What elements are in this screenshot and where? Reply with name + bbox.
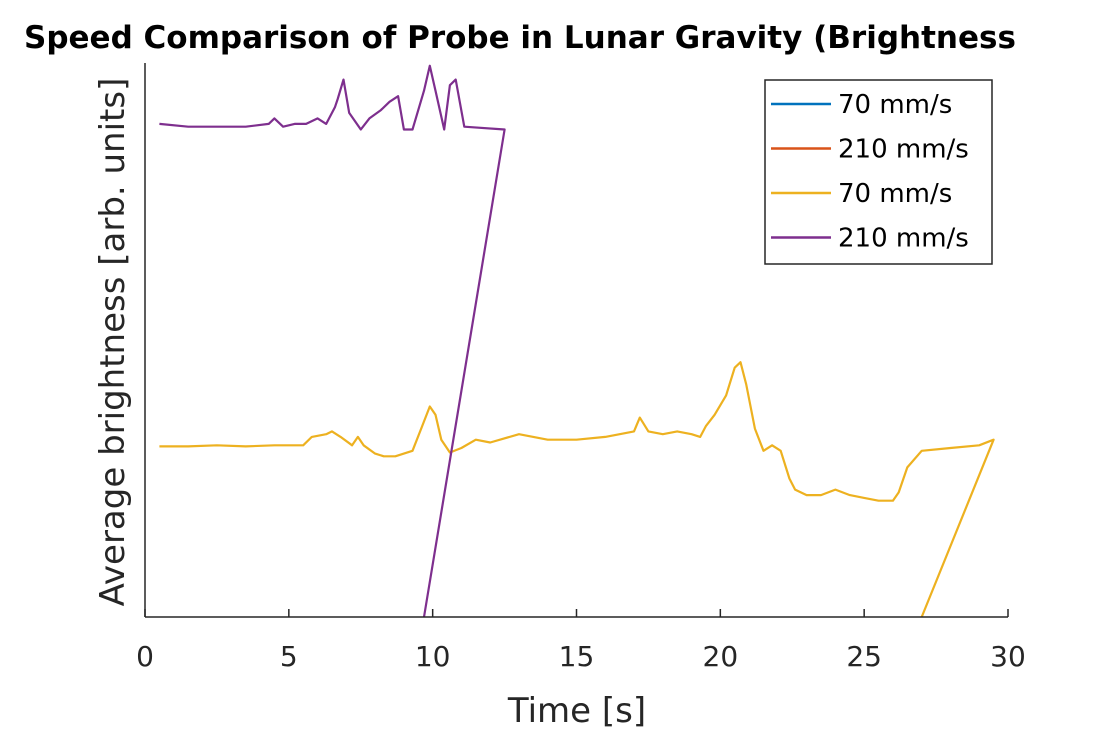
legend-label: 70 mm/s [838, 179, 952, 209]
series-line-3 [159, 361, 995, 618]
x-tick-label: 10 [415, 640, 451, 673]
x-tick-label: 0 [136, 640, 154, 673]
legend-box [764, 79, 993, 265]
legend: 70 mm/s 210 mm/s 70 mm/s 210 mm/s [764, 79, 993, 265]
y-axis-label: Average brightness [arb. units] [93, 78, 133, 607]
series-line-4 [159, 64, 506, 618]
x-tick-label: 5 [280, 640, 298, 673]
x-tick-label: 20 [703, 640, 739, 673]
x-tick-label: 30 [990, 640, 1026, 673]
legend-label: 210 mm/s [838, 224, 969, 254]
x-tick-label: 25 [846, 640, 882, 673]
x-axis-label: Time [s] [507, 691, 646, 731]
chart-title: Speed Comparison of Probe in Lunar Gravi… [24, 20, 1016, 56]
plot-lines [159, 64, 995, 618]
legend-label: 210 mm/s [838, 135, 969, 165]
axes: 0 5 10 15 20 25 30 [136, 63, 1026, 673]
x-tick-label: 15 [559, 640, 595, 673]
legend-label: 70 mm/s [838, 90, 952, 120]
